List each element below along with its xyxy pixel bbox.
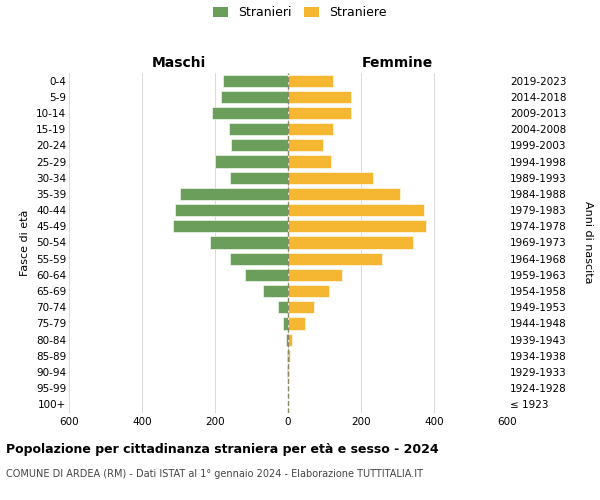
- Bar: [288, 285, 329, 297]
- Bar: [288, 252, 382, 265]
- Bar: [245, 269, 288, 281]
- Bar: [173, 220, 288, 232]
- Bar: [215, 156, 288, 168]
- Text: Femmine: Femmine: [362, 56, 433, 70]
- Bar: [288, 123, 332, 135]
- Bar: [263, 285, 288, 297]
- Bar: [286, 334, 288, 345]
- Bar: [278, 301, 288, 314]
- Bar: [223, 74, 288, 86]
- Bar: [181, 188, 288, 200]
- Bar: [230, 252, 288, 265]
- Bar: [288, 140, 323, 151]
- Bar: [288, 366, 289, 378]
- Bar: [229, 123, 288, 135]
- Bar: [283, 318, 288, 330]
- Bar: [288, 156, 331, 168]
- Bar: [288, 350, 290, 362]
- Bar: [288, 269, 342, 281]
- Bar: [288, 188, 400, 200]
- Bar: [209, 236, 288, 248]
- Y-axis label: Anni di nascita: Anni di nascita: [583, 201, 593, 283]
- Bar: [288, 334, 292, 345]
- Y-axis label: Fasce di età: Fasce di età: [20, 210, 31, 276]
- Bar: [175, 204, 288, 216]
- Bar: [288, 172, 373, 184]
- Bar: [288, 301, 314, 314]
- Bar: [212, 107, 288, 119]
- Bar: [288, 90, 351, 103]
- Text: COMUNE DI ARDEA (RM) - Dati ISTAT al 1° gennaio 2024 - Elaborazione TUTTITALIA.I: COMUNE DI ARDEA (RM) - Dati ISTAT al 1° …: [6, 469, 423, 479]
- Legend: Stranieri, Straniere: Stranieri, Straniere: [213, 6, 387, 19]
- Text: Popolazione per cittadinanza straniera per età e sesso - 2024: Popolazione per cittadinanza straniera p…: [6, 442, 439, 456]
- Bar: [288, 318, 305, 330]
- Bar: [287, 366, 288, 378]
- Text: Maschi: Maschi: [151, 56, 206, 70]
- Bar: [288, 107, 351, 119]
- Bar: [287, 350, 288, 362]
- Bar: [232, 140, 288, 151]
- Bar: [288, 220, 426, 232]
- Bar: [288, 74, 332, 86]
- Bar: [288, 236, 413, 248]
- Bar: [221, 90, 288, 103]
- Bar: [288, 204, 424, 216]
- Bar: [230, 172, 288, 184]
